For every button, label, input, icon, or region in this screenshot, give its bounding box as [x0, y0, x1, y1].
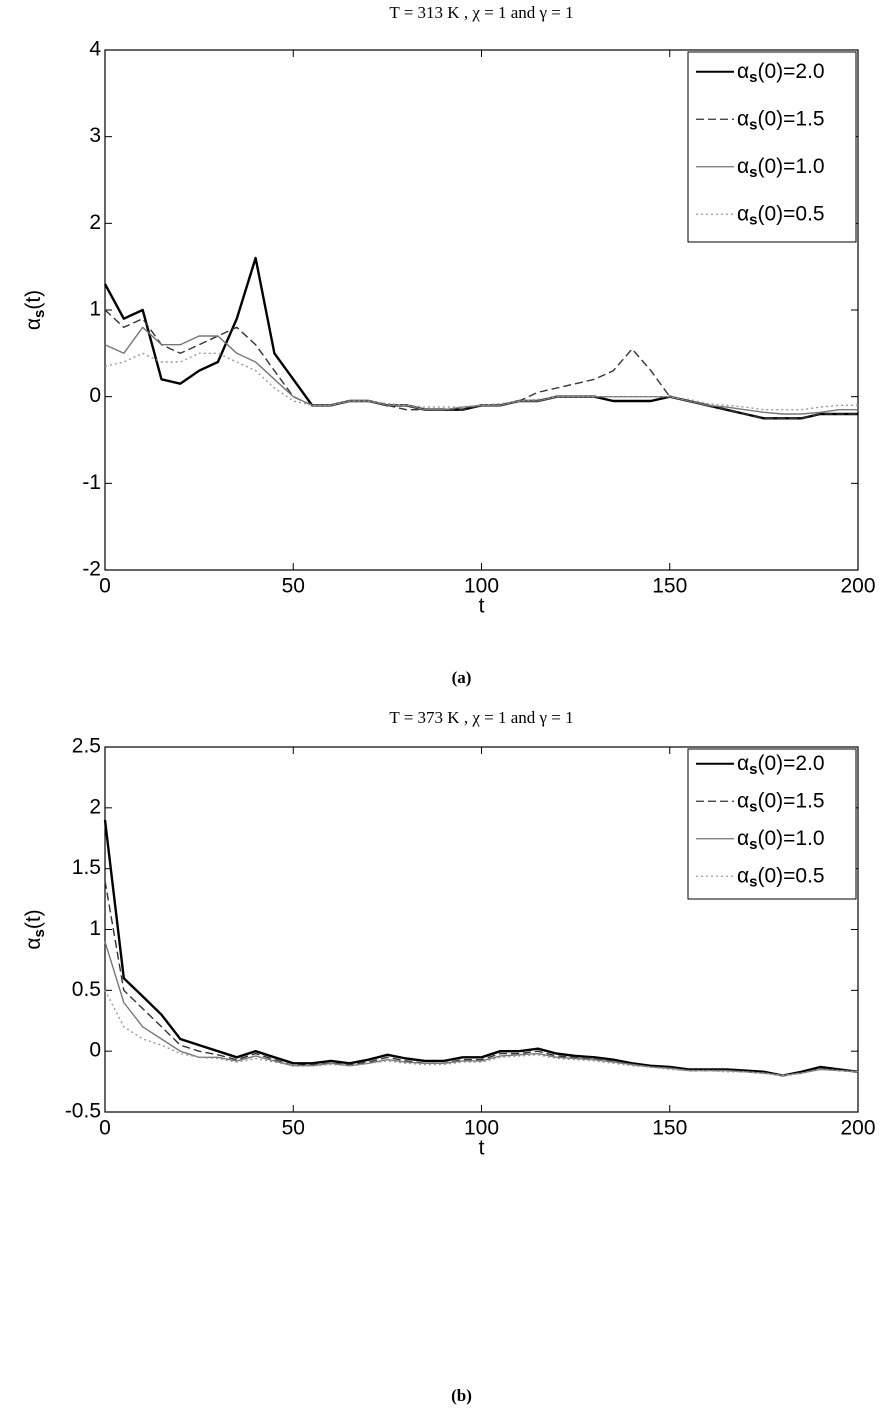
- legend-label: αs(0)=1.0: [737, 826, 825, 852]
- y-tick-label: -1: [82, 471, 101, 494]
- series-line: [104, 309, 858, 419]
- y-tick-label: 2.5: [72, 735, 101, 758]
- series-line: [104, 326, 858, 415]
- legend-label: αs(0)=1.5: [737, 789, 825, 815]
- x-tick-label: 0: [99, 575, 111, 598]
- x-tick-label: 200: [840, 1117, 875, 1140]
- y-tick-label: 1.5: [72, 856, 101, 879]
- y-tick-label: 1: [89, 298, 101, 321]
- x-tick-label: 100: [464, 575, 499, 598]
- series-line: [103, 819, 859, 1077]
- y-tick-label: 2: [89, 795, 101, 818]
- legend-label: αs(0)=1.5: [737, 107, 825, 133]
- legend-label: αs(0)=0.5: [737, 864, 825, 890]
- legend-label: αs(0)=0.5: [737, 202, 825, 228]
- legend-label: αs(0)=2.0: [737, 751, 825, 777]
- y-tick-label: 1: [89, 917, 101, 940]
- x-tick-label: 150: [652, 1117, 687, 1140]
- caption: (a): [452, 668, 472, 687]
- x-tick-label: 0: [99, 1117, 111, 1140]
- x-tick-label: 50: [282, 1117, 305, 1140]
- x-tick-label: 150: [652, 575, 687, 598]
- legend-label: αs(0)=1.0: [737, 154, 825, 180]
- y-tick-label: 0: [89, 384, 101, 407]
- series-line: [104, 941, 859, 1077]
- y-axis-label: αs(t): [22, 290, 48, 330]
- series-line: [104, 989, 859, 1077]
- chart-title: T = 373 K , χ = 1 and γ = 1: [389, 708, 573, 727]
- chart-title: T = 313 K , χ = 1 and γ = 1: [389, 3, 573, 22]
- series-line: [104, 352, 858, 411]
- y-axis-label: αs(t): [22, 909, 48, 949]
- caption: (b): [451, 1386, 472, 1405]
- y-tick-label: 4: [89, 38, 101, 61]
- legend-box: [687, 748, 857, 900]
- legend-label: αs(0)=2.0: [737, 59, 825, 85]
- y-tick-label: 3: [89, 124, 101, 147]
- x-axis-label: t: [479, 595, 485, 618]
- y-tick-label: 2: [89, 211, 101, 234]
- x-tick-label: 50: [282, 575, 305, 598]
- x-tick-label: 100: [464, 1117, 499, 1140]
- x-tick-label: 200: [840, 575, 875, 598]
- y-tick-label: -2: [82, 558, 101, 581]
- legend-box: [687, 51, 857, 243]
- y-tick-label: -0.5: [65, 1100, 101, 1123]
- y-tick-label: 0: [89, 1039, 101, 1062]
- x-axis-label: t: [479, 1137, 485, 1160]
- y-tick-label: 0.5: [72, 978, 101, 1001]
